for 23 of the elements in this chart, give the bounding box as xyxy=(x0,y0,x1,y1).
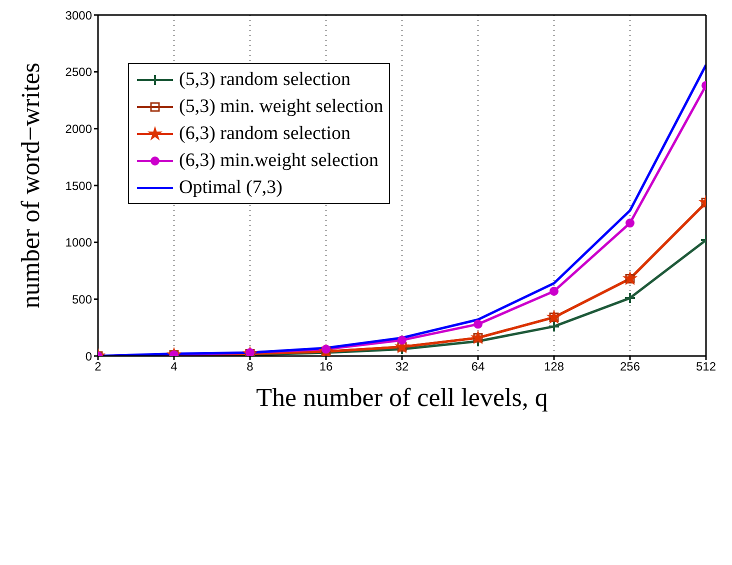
x-tick-label: 8 xyxy=(246,360,254,374)
y-tick-label: 3000 xyxy=(65,8,92,22)
x-tick-label: 4 xyxy=(170,360,178,374)
x-tick-label: 64 xyxy=(471,360,485,374)
y-tick-label: 1000 xyxy=(65,236,92,250)
x-tick-label: 2 xyxy=(94,360,102,374)
y-axis-title: number of word−writes xyxy=(16,62,46,308)
legend-label: (6,3) random selection xyxy=(179,122,350,144)
y-tick-label: 1500 xyxy=(65,178,92,193)
y-tick-label: 2500 xyxy=(65,65,92,80)
y-tick-label: 2000 xyxy=(65,122,92,136)
x-tick-label: 256 xyxy=(620,360,640,374)
x-tick-label: 128 xyxy=(544,360,564,374)
y-tick-label: 0 xyxy=(85,349,92,364)
legend-label: (5,3) min. weight selection xyxy=(179,96,384,118)
legend-label: (5,3) random selection xyxy=(179,68,350,90)
x-axis-title: The number of cell levels, q xyxy=(256,383,548,412)
x-tick-label: 16 xyxy=(319,360,333,374)
legend-label: Optimal (7,3) xyxy=(179,176,282,198)
legend-label: (6,3) min.weight selection xyxy=(179,150,378,172)
y-tick-label: 500 xyxy=(72,292,92,306)
x-tick-label: 512 xyxy=(696,360,716,374)
x-tick-label: 32 xyxy=(395,360,409,374)
